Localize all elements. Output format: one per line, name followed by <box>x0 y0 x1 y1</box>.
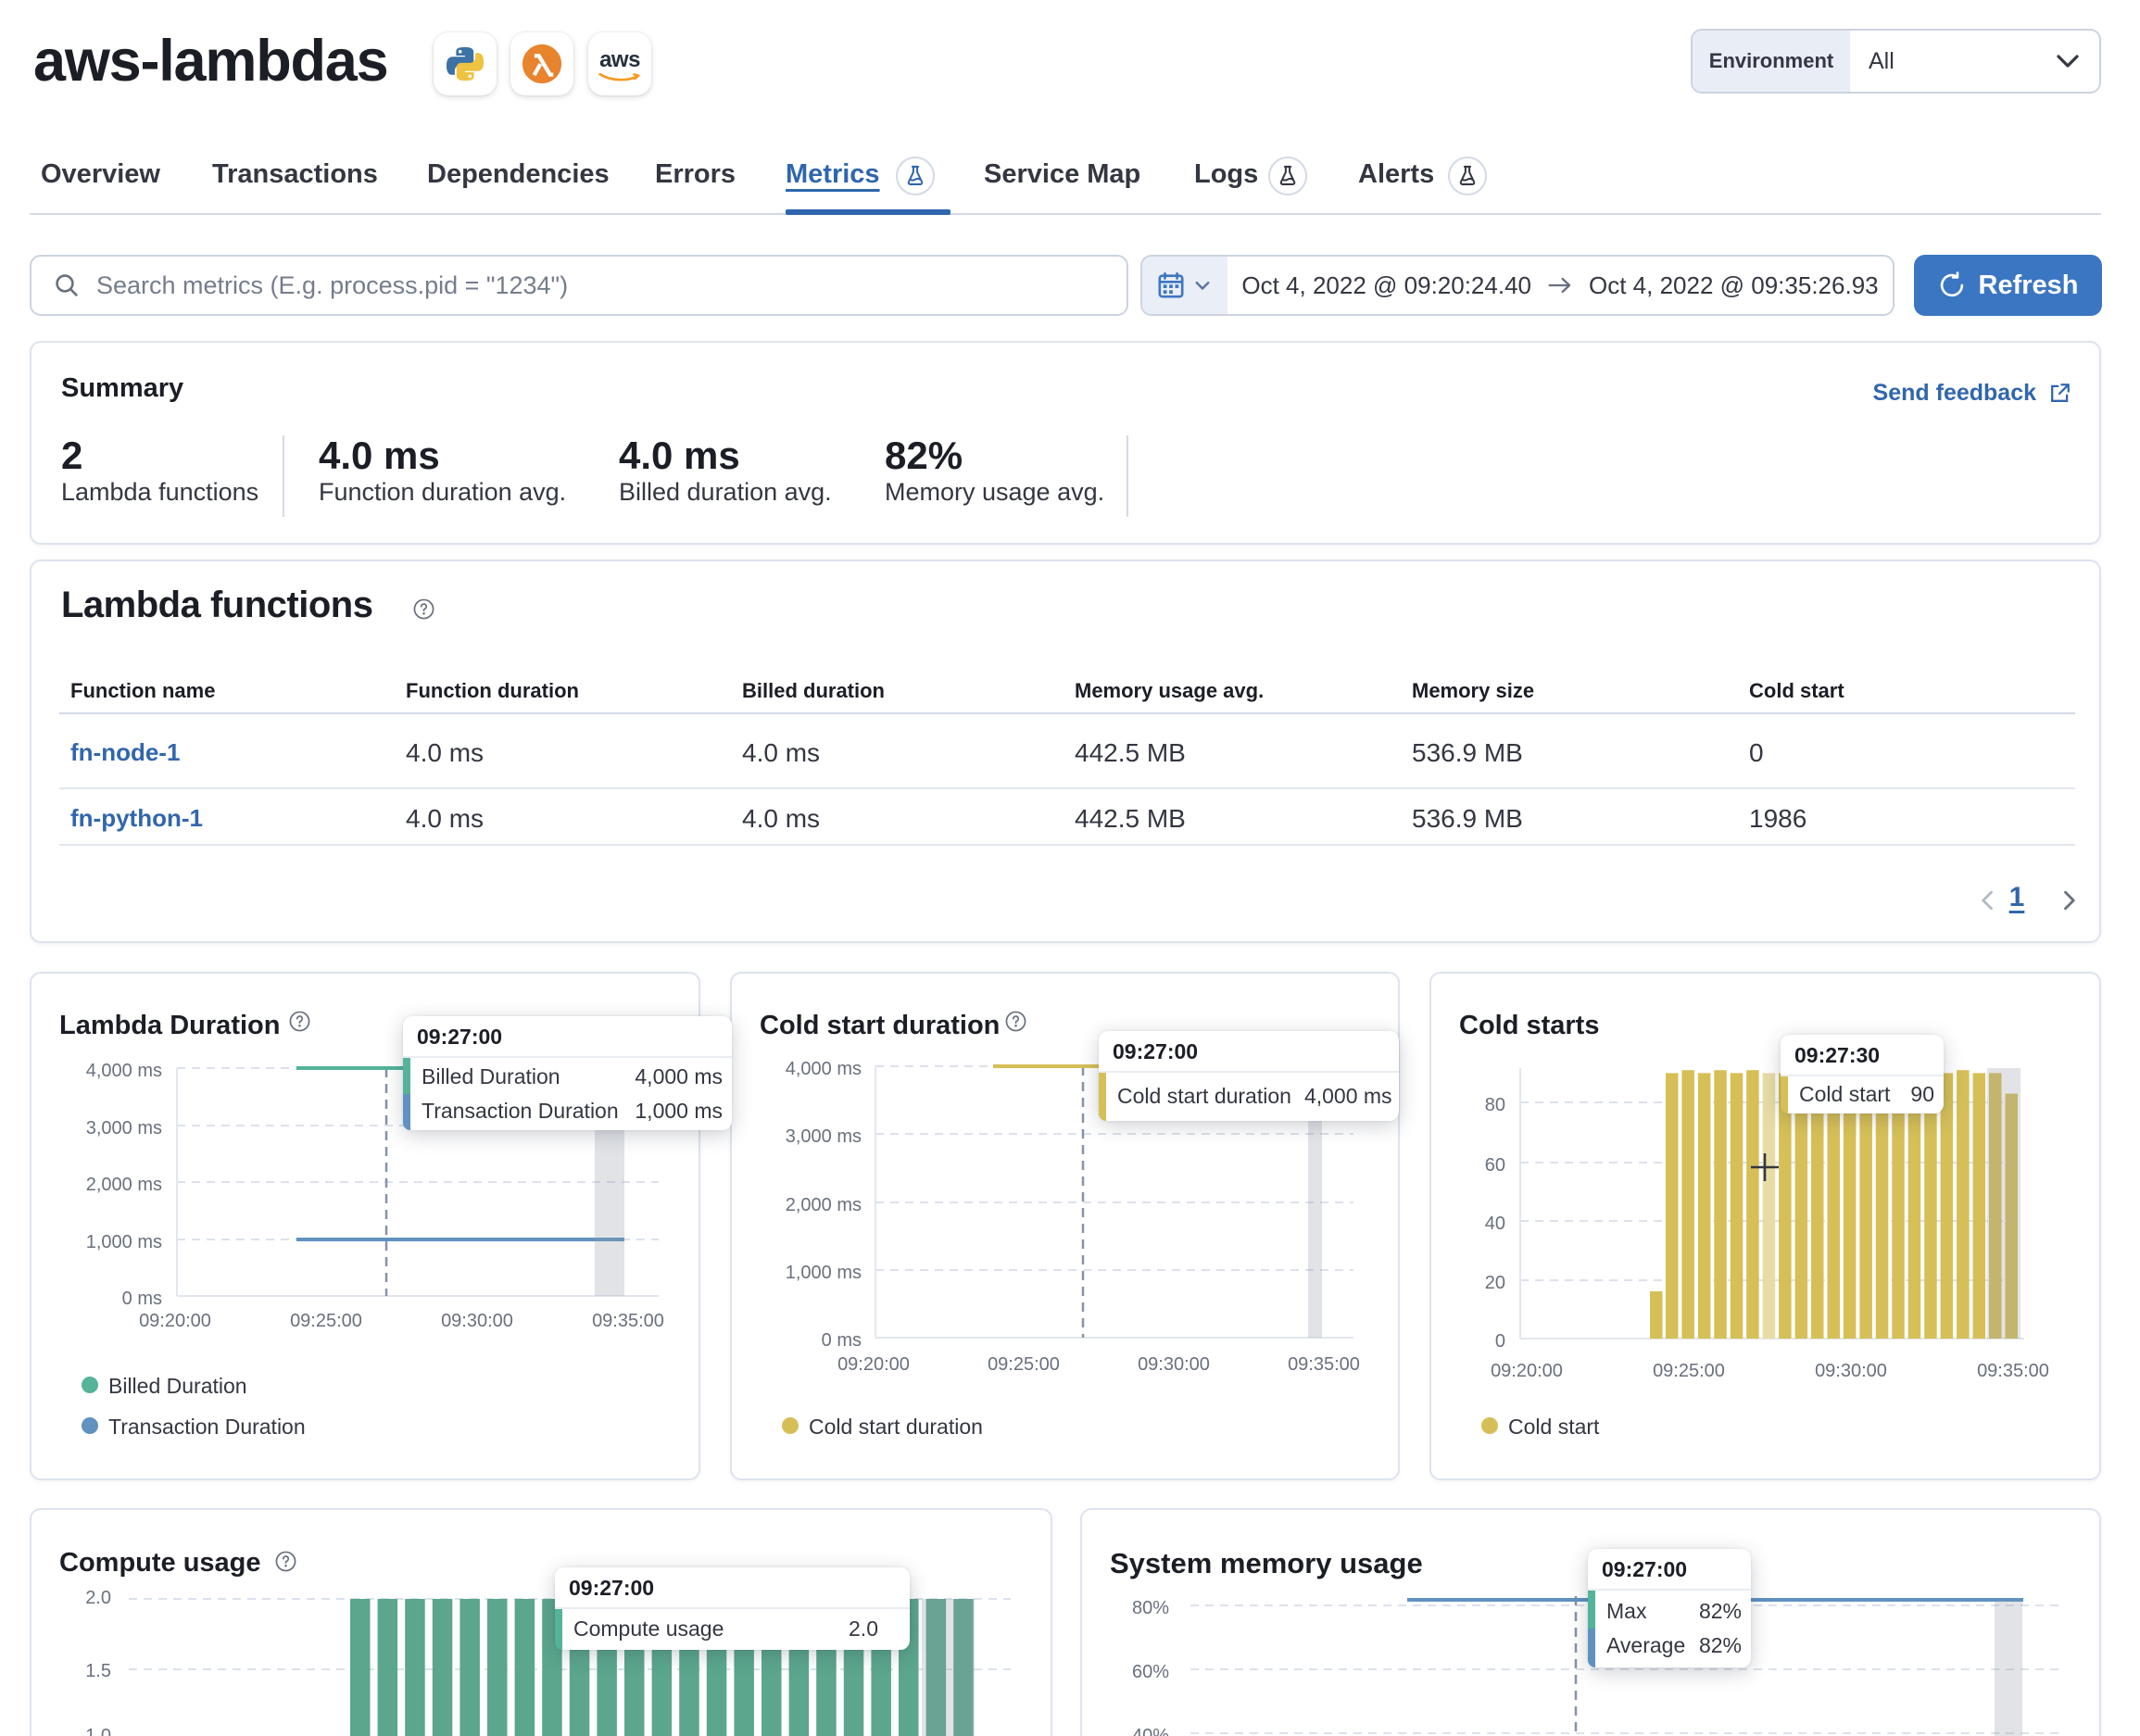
svg-text:2,000 ms: 2,000 ms <box>86 1175 162 1195</box>
svg-text:Transaction Duration: Transaction Duration <box>108 1415 306 1439</box>
svg-text:Cold start duration: Cold start duration <box>809 1415 983 1439</box>
svg-text:4,000 ms: 4,000 ms <box>786 1059 862 1079</box>
svg-text:09:20:00: 09:20:00 <box>139 1311 211 1331</box>
svg-text:09:25:00: 09:25:00 <box>988 1354 1060 1375</box>
svg-text:09:30:00: 09:30:00 <box>1138 1354 1210 1375</box>
svg-text:80%: 80% <box>1132 1598 1169 1618</box>
svg-text:2,000 ms: 2,000 ms <box>786 1195 862 1215</box>
svg-text:09:20:00: 09:20:00 <box>1491 1361 1563 1381</box>
svg-text:0 ms: 0 ms <box>122 1289 162 1309</box>
svg-text:1,000 ms: 1,000 ms <box>786 1263 862 1283</box>
svg-text:60%: 60% <box>1132 1662 1169 1682</box>
svg-text:1.0: 1.0 <box>85 1726 111 1736</box>
svg-text:2.0: 2.0 <box>85 1588 111 1608</box>
svg-text:4,000 ms: 4,000 ms <box>86 1061 162 1081</box>
svg-text:3,000 ms: 3,000 ms <box>86 1118 162 1138</box>
svg-text:60: 60 <box>1485 1155 1505 1176</box>
svg-text:09:30:00: 09:30:00 <box>1815 1361 1887 1381</box>
svg-text:09:35:00: 09:35:00 <box>592 1311 664 1331</box>
svg-text:09:35:00: 09:35:00 <box>1977 1361 2049 1381</box>
svg-text:40: 40 <box>1485 1214 1505 1234</box>
svg-text:80: 80 <box>1485 1095 1505 1115</box>
svg-text:20: 20 <box>1485 1273 1505 1293</box>
svg-text:09:25:00: 09:25:00 <box>290 1311 362 1331</box>
svg-text:09:30:00: 09:30:00 <box>441 1311 513 1331</box>
svg-text:09:20:00: 09:20:00 <box>837 1354 910 1375</box>
svg-text:0 ms: 0 ms <box>822 1330 862 1351</box>
svg-text:Billed Duration: Billed Duration <box>108 1374 247 1398</box>
svg-text:3,000 ms: 3,000 ms <box>786 1126 862 1147</box>
svg-text:09:35:00: 09:35:00 <box>1288 1354 1360 1375</box>
svg-text:Cold start: Cold start <box>1508 1415 1600 1439</box>
svg-text:40%: 40% <box>1132 1726 1169 1736</box>
svg-text:09:25:00: 09:25:00 <box>1653 1361 1725 1381</box>
svg-text:1.5: 1.5 <box>85 1661 111 1681</box>
svg-text:1,000 ms: 1,000 ms <box>86 1232 162 1252</box>
svg-text:0: 0 <box>1495 1331 1505 1352</box>
